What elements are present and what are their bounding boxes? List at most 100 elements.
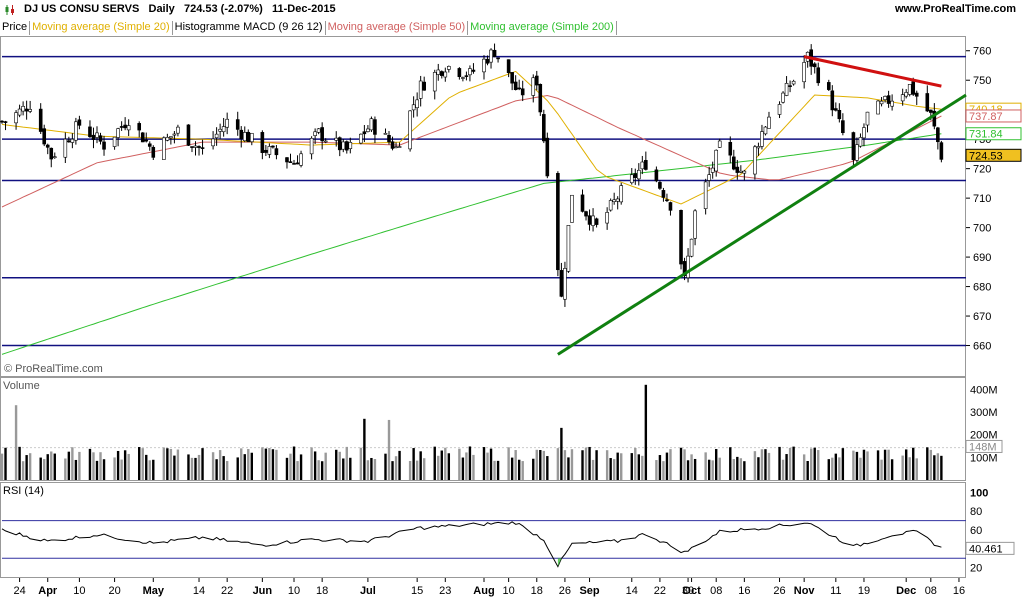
candle xyxy=(756,146,761,149)
x-tick-label: 23 xyxy=(439,585,451,597)
volume-bar xyxy=(190,457,194,480)
candle xyxy=(323,140,328,143)
candle xyxy=(510,72,514,84)
candle xyxy=(858,137,863,147)
candle xyxy=(830,90,835,111)
volume-bar xyxy=(88,448,92,480)
x-tick-label: 10 xyxy=(288,585,300,597)
x-tick-label: 18 xyxy=(531,585,543,597)
value-tag xyxy=(965,109,1022,123)
candle xyxy=(932,110,937,127)
candle xyxy=(137,123,142,131)
volume-bar xyxy=(665,452,669,480)
candle xyxy=(341,141,346,150)
candle xyxy=(545,137,550,177)
candle xyxy=(735,166,740,173)
candle xyxy=(397,146,402,148)
volume-bar xyxy=(408,460,412,480)
candle xyxy=(316,128,321,133)
volume-bar xyxy=(275,449,278,480)
candle xyxy=(570,194,574,223)
rsi-label: RSI (14) xyxy=(3,485,44,497)
candle xyxy=(594,218,599,225)
price-tick-label: 720 xyxy=(973,164,991,176)
volume-bar xyxy=(683,449,686,480)
candle xyxy=(693,210,697,239)
volume-bar xyxy=(236,457,239,480)
volume-bar xyxy=(342,458,345,480)
candle xyxy=(186,124,191,146)
candle xyxy=(559,270,564,297)
x-tick-label: 08 xyxy=(710,585,722,597)
volume-tag xyxy=(965,439,1003,453)
candle xyxy=(116,128,120,138)
volume-bar xyxy=(655,460,658,480)
volume-bar xyxy=(370,457,373,480)
candle xyxy=(52,156,57,158)
value-tag-label: 737.87 xyxy=(969,111,1003,123)
legend-macd[interactable]: Histogramme MACD (9 26 12) xyxy=(173,21,326,35)
brand-link[interactable]: www.ProRealTime.com xyxy=(894,3,1016,15)
volume-bar xyxy=(349,457,352,480)
volume-bar xyxy=(324,452,327,480)
candle xyxy=(49,147,54,160)
candle xyxy=(900,94,905,102)
volume-bar xyxy=(514,450,517,480)
volume-bar xyxy=(915,458,918,480)
legend-sma200[interactable]: Moving average (Simple 200) xyxy=(468,21,617,35)
candle xyxy=(461,77,465,79)
candle xyxy=(883,96,887,100)
volume-bar xyxy=(271,449,275,480)
candle xyxy=(855,144,859,161)
candle xyxy=(17,108,22,116)
x-tick-label: 22 xyxy=(654,585,666,597)
volume-bar xyxy=(99,452,102,480)
candle xyxy=(337,137,342,151)
candle xyxy=(271,145,275,148)
volume-bar xyxy=(78,451,81,480)
volume-bar xyxy=(67,451,71,480)
volume-bar xyxy=(630,453,633,480)
candle xyxy=(394,146,398,149)
x-tick-label: 16 xyxy=(738,585,750,597)
volume-bar xyxy=(809,448,813,480)
volume-bar xyxy=(4,447,7,480)
candle xyxy=(42,128,47,145)
x-tick-label: 19 xyxy=(858,585,870,597)
volume-bar xyxy=(176,449,180,480)
volume-bar xyxy=(289,453,292,480)
candle xyxy=(714,149,719,172)
x-tick-label: Sep xyxy=(579,585,599,597)
candle xyxy=(728,141,733,156)
x-tick-label: Jun xyxy=(253,585,273,597)
volume-bar xyxy=(166,448,169,480)
candle xyxy=(432,72,437,92)
candle xyxy=(21,106,25,112)
candle xyxy=(802,62,806,83)
candle xyxy=(489,49,493,63)
volume-bar xyxy=(866,451,869,480)
volume-bar xyxy=(609,458,612,480)
volume-bar xyxy=(933,455,936,480)
price-tick-label: 670 xyxy=(973,311,991,323)
candle xyxy=(767,116,771,129)
volume-bar xyxy=(465,452,468,480)
candle xyxy=(939,142,944,160)
legend-sma50[interactable]: Moving average (Simple 50) xyxy=(326,21,469,35)
candle xyxy=(760,131,764,147)
candle xyxy=(851,132,856,161)
volume-bar xyxy=(447,453,451,480)
candle xyxy=(14,112,18,124)
legend-sma20[interactable]: Moving average (Simple 20) xyxy=(30,21,173,35)
candle xyxy=(193,145,198,148)
volume-tick-label: 100M xyxy=(970,452,998,464)
candle xyxy=(587,215,592,225)
candle xyxy=(102,141,106,150)
volume-bar xyxy=(743,461,746,480)
legend-price[interactable]: Price xyxy=(0,21,31,35)
candle xyxy=(914,92,919,97)
volume-bar xyxy=(394,456,398,480)
volume-bar xyxy=(595,450,598,480)
volume-bar xyxy=(510,457,514,480)
